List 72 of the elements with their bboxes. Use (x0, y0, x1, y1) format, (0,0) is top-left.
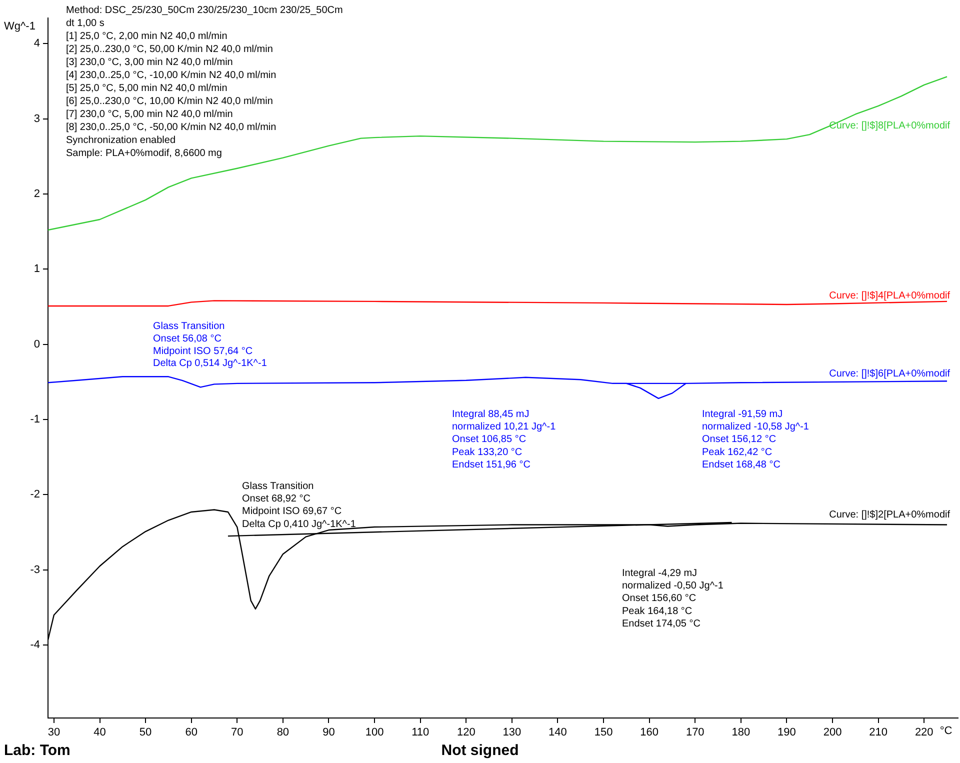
y-tick-label: -4 (30, 639, 40, 652)
x-tick-label: 200 (823, 726, 842, 739)
annotation: Onset 106,85 °C (452, 434, 526, 446)
annotation: Delta Cp 0,514 Jg^-1K^-1 (153, 358, 268, 370)
annotation: Glass Transition (153, 321, 225, 332)
x-tick-label: 140 (548, 726, 567, 739)
annotation: Peak 133,20 °C (452, 446, 522, 458)
annotation: normalized 10,21 Jg^-1 (452, 422, 556, 433)
x-axis-title: °C (940, 725, 952, 737)
annotation: Peak 162,42 °C (702, 446, 772, 458)
series-label: Curve: []!$]4[PLA+0%modif (829, 290, 950, 302)
annotation: Endset 174,05 °C (622, 618, 700, 630)
x-tick-label: 130 (502, 726, 522, 739)
x-tick-label: 60 (185, 726, 198, 739)
annotation: Onset 156,12 °C (702, 434, 776, 446)
annotation: [7] 230,0 °C, 5,00 min N2 40,0 ml/min (66, 109, 233, 120)
y-tick-label: 3 (34, 112, 40, 125)
annotation: Onset 56,08 °C (153, 333, 222, 344)
annotation: [6] 25,0..230,0 °C, 10,00 K/min N2 40,0 ml/min (66, 96, 273, 107)
annotation: Integral -4,29 mJ (622, 568, 698, 579)
annotation: [1] 25,0 °C, 2,00 min N2 40,0 ml/min (66, 31, 228, 42)
y-axis-title: Wg^-1 (4, 20, 36, 33)
x-tick-label: 110 (412, 726, 430, 739)
series-label: Curve: []!$]8[PLA+0%modif (829, 120, 950, 132)
x-tick-label: 180 (732, 726, 750, 739)
y-tick-label: 4 (34, 38, 40, 50)
annotation: dt 1,00 s (66, 18, 104, 29)
annotation: normalized -10,58 Jg^-1 (702, 422, 810, 433)
x-tick-label: 190 (778, 726, 796, 739)
text: Not signed (441, 742, 519, 759)
x-tick-label: 50 (139, 726, 152, 739)
annotation: [2] 25,0..230,0 °C, 50,00 K/min N2 40,0 ml/min (66, 44, 273, 55)
series-label: Curve: []!$]2[PLA+0%modif (829, 509, 950, 520)
annotation: Onset 156,60 °C (622, 593, 696, 604)
x-tick-label: 160 (640, 726, 659, 739)
y-tick-label: 1 (34, 263, 40, 276)
y-tick-label: -2 (30, 488, 40, 501)
annotation: Glass Transition (242, 481, 314, 492)
annotation: Delta Cp 0,410 Jg^-1K^-1 (242, 518, 356, 530)
x-tick-label: 210 (869, 726, 888, 739)
annotation: [5] 25,0 °C, 5,00 min N2 40,0 ml/min (66, 83, 228, 94)
annotation: Sample: PLA+0%modif, 8,6600 mg (66, 148, 222, 159)
annotation: [3] 230,0 °C, 3,00 min N2 40,0 ml/min (66, 57, 233, 68)
x-tick-label: 30 (48, 726, 60, 739)
x-tick-label: 220 (914, 726, 934, 739)
x-tick-label: 170 (686, 726, 704, 739)
y-tick-label: 0 (34, 338, 40, 350)
x-tick-label: 80 (276, 726, 290, 739)
annotation: Synchronization enabled (66, 135, 176, 146)
annotation: Integral -91,59 mJ (702, 409, 783, 420)
annotation: normalized -0,50 Jg^-1 (622, 580, 724, 592)
annotation: Endset 151,96 °C (452, 459, 530, 470)
x-tick-label: 40 (94, 726, 106, 739)
text: Lab: Tom (4, 742, 70, 759)
text: Method: DSC_25/230_50Cm 230/25/230_10cm 230/25_50Cm (66, 5, 343, 16)
annotation: Integral 88,45 mJ (452, 409, 530, 420)
annotation: Onset 68,92 °C (242, 494, 310, 505)
annotation: Peak 164,18 °C (622, 606, 692, 617)
x-tick-label: 120 (456, 726, 476, 739)
annotation: [8] 230,0..25,0 °C, -50,00 K/min N2 40,0 ml/min (66, 122, 276, 133)
annotation: Endset 168,48 °C (702, 459, 780, 470)
annotation: Midpoint ISO 57,64 °C (153, 346, 253, 357)
y-tick-label: 2 (34, 188, 40, 200)
x-tick-label: 150 (594, 726, 613, 739)
x-tick-label: 90 (322, 726, 335, 739)
x-tick-label: 70 (231, 726, 244, 739)
y-tick-label: -1 (30, 414, 40, 426)
annotation: Midpoint ISO 69,67 °C (242, 506, 342, 518)
annotation: [4] 230,0..25,0 °C, -10,00 K/min N2 40,0 ml/min (66, 70, 276, 81)
y-tick-label: -3 (30, 564, 40, 576)
series-label: Curve: []!$]6[PLA+0%modif (829, 368, 950, 380)
x-tick-label: 100 (365, 726, 384, 739)
